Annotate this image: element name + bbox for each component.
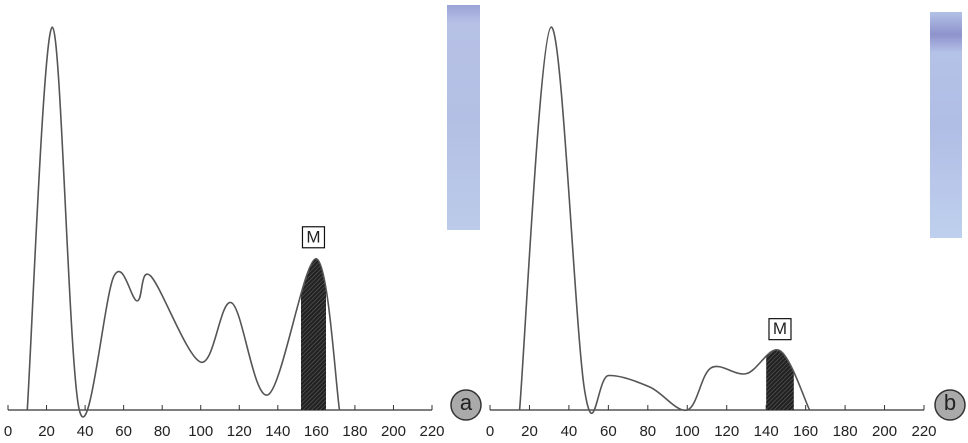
m-band-area: [766, 349, 794, 410]
x-tick-label: 180: [342, 423, 367, 440]
x-tick-label: 200: [381, 423, 406, 440]
x-tick-label: 100: [675, 423, 700, 440]
x-tick-label: 100: [188, 423, 213, 440]
x-tick-label: 60: [115, 423, 132, 440]
annotation: M: [773, 319, 787, 338]
x-tick-label: 80: [154, 423, 171, 440]
annotation-box: [768, 318, 792, 341]
panel-label: b: [944, 390, 956, 415]
x-tick-label: 120: [227, 423, 252, 440]
x-tick-label: 140: [265, 423, 290, 440]
x-tick-label: 20: [521, 423, 538, 440]
x-tick-label: 140: [754, 423, 779, 440]
gel-strip: [930, 12, 962, 238]
panel-badge: [450, 389, 482, 421]
x-tick-label: 220: [911, 423, 936, 440]
gel-strip: [447, 5, 480, 230]
x-tick-label: 20: [38, 423, 55, 440]
x-tick-label: 120: [714, 423, 739, 440]
x-tick-label: 200: [872, 423, 897, 440]
annotation-box: [301, 226, 326, 249]
trace-line: [518, 26, 811, 414]
trace-line: [26, 26, 341, 418]
x-tick-label: 40: [561, 423, 578, 440]
panel-label: a: [460, 390, 473, 415]
panel-badge: [934, 389, 966, 421]
x-tick-label: 40: [77, 423, 94, 440]
x-tick-label: 0: [486, 423, 494, 440]
x-tick-label: 180: [833, 423, 858, 440]
m-band-area: [300, 258, 327, 410]
annotation: M: [306, 227, 320, 246]
x-tick-label: 160: [793, 423, 818, 440]
x-tick-label: 60: [600, 423, 617, 440]
x-tick-label: 220: [419, 423, 444, 440]
x-tick-label: 80: [639, 423, 656, 440]
x-tick-label: 0: [4, 423, 12, 440]
x-tick-label: 160: [304, 423, 329, 440]
